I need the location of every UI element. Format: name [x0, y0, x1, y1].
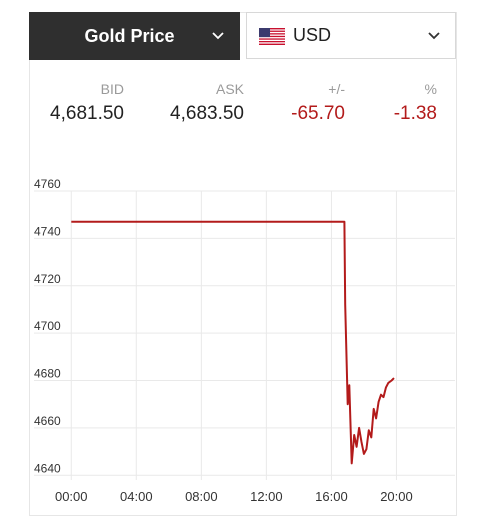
selector-bar: Gold Price USD: [29, 12, 457, 60]
percent-header: %: [424, 81, 437, 97]
us-flag-icon: [259, 28, 285, 45]
y-tick-label: 4640: [34, 461, 61, 475]
y-tick-label: 4740: [34, 224, 61, 238]
metal-select-dropdown[interactable]: Gold Price: [29, 12, 240, 60]
ask-header: ASK: [215, 81, 244, 97]
percent-value: -1.38: [393, 103, 437, 124]
y-tick-label: 4760: [34, 177, 61, 191]
currency-select-label: USD: [293, 25, 332, 45]
price-line: [71, 220, 395, 465]
y-tick-label: 4720: [34, 272, 61, 286]
y-tick-label: 4680: [34, 367, 61, 381]
gold-price-widget: Gold Price USD BID ASK: [29, 12, 457, 516]
x-tick-label: 08:00: [185, 489, 218, 504]
chevron-down-icon: [428, 32, 440, 40]
bid-header: BID: [100, 81, 124, 97]
chevron-down-icon: [212, 32, 224, 40]
y-tick-label: 4660: [34, 414, 61, 428]
currency-select-dropdown[interactable]: USD: [246, 12, 456, 59]
x-tick-label: 04:00: [120, 489, 153, 504]
x-tick-label: 16:00: [315, 489, 348, 504]
bid-value: 4,681.50: [50, 103, 124, 124]
change-value: -65.70: [291, 103, 345, 124]
change-header: +/-: [328, 81, 345, 97]
ask-value: 4,683.50: [170, 103, 244, 124]
metal-select-label: Gold Price: [84, 26, 175, 46]
x-tick-label: 00:00: [55, 489, 88, 504]
x-tick-label: 20:00: [380, 489, 413, 504]
x-tick-label: 12:00: [250, 489, 283, 504]
y-tick-label: 4700: [34, 319, 61, 333]
